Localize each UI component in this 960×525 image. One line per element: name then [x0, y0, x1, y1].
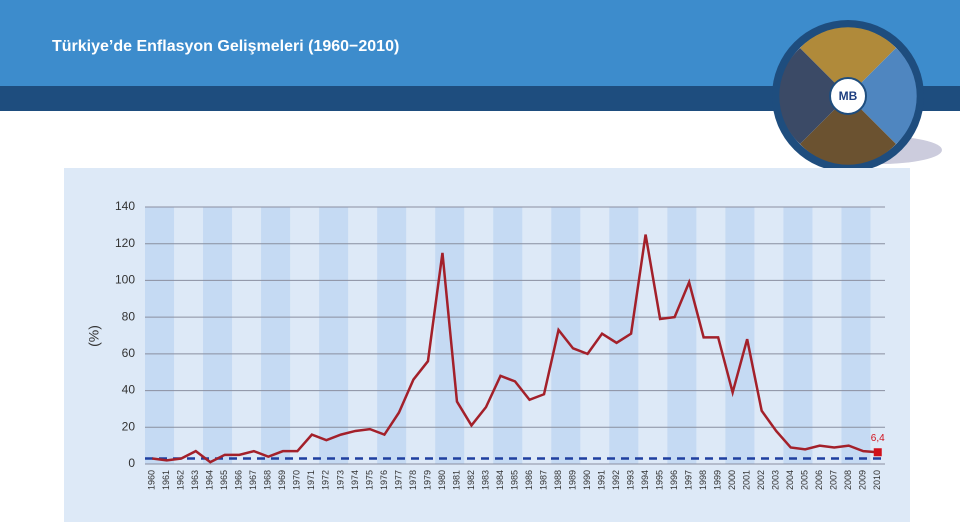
column-stripe: [667, 207, 696, 464]
x-tick-label: 1965: [219, 470, 229, 490]
x-tick-label: 1972: [321, 470, 331, 490]
chart-panel: [64, 168, 910, 522]
y-tick-label: 80: [122, 309, 136, 323]
y-tick-label: 60: [122, 346, 136, 360]
chart: Türkiye’de Enflasyon Gelişmeleri (1960−2…: [0, 0, 960, 525]
x-tick-label: 1962: [176, 470, 186, 490]
y-tick-label: 120: [115, 236, 135, 250]
column-stripe: [319, 207, 348, 464]
x-tick-label: 1974: [350, 470, 360, 490]
x-tick-label: 1964: [205, 470, 215, 490]
x-tick-label: 1988: [553, 470, 563, 490]
x-tick-label: 1984: [495, 470, 505, 490]
x-tick-label: 1961: [161, 470, 171, 490]
x-tick-label: 1973: [335, 470, 345, 490]
slide-title: Türkiye’de Enflasyon Gelişmeleri (1960−2…: [52, 38, 399, 55]
x-tick-label: 1975: [364, 470, 374, 490]
y-tick-label: 20: [122, 419, 136, 433]
logo-text: MB: [839, 89, 858, 103]
x-tick-label: 2010: [872, 470, 882, 490]
x-tick-label: 1990: [582, 470, 592, 490]
x-tick-label: 1967: [248, 470, 258, 490]
x-tick-label: 1960: [147, 470, 157, 490]
x-tick-label: 1976: [379, 470, 389, 490]
x-tick-label: 1989: [567, 470, 577, 490]
x-tick-label: 1991: [596, 470, 606, 490]
y-axis-label: (%): [86, 325, 102, 347]
x-tick-label: 1980: [437, 470, 447, 490]
y-tick-label: 0: [128, 456, 135, 470]
x-tick-label: 1981: [451, 470, 461, 490]
x-tick-label: 2009: [858, 470, 868, 490]
x-tick-label: 2005: [800, 470, 810, 490]
x-tick-label: 1992: [611, 470, 621, 490]
x-tick-label: 1986: [524, 470, 534, 490]
x-tick-label: 1996: [669, 470, 679, 490]
x-tick-label: 2000: [727, 470, 737, 490]
y-tick-label: 100: [115, 273, 135, 287]
x-tick-label: 1978: [408, 470, 418, 490]
x-tick-label: 1963: [190, 470, 200, 490]
x-tick-label: 1985: [509, 470, 519, 490]
x-tick-label: 1968: [263, 470, 273, 490]
column-stripe: [261, 207, 290, 464]
column-stripe: [783, 207, 812, 464]
x-tick-label: 1994: [640, 470, 650, 490]
x-tick-label: 1999: [713, 470, 723, 490]
x-tick-label: 2001: [742, 470, 752, 490]
x-tick-label: 1998: [698, 470, 708, 490]
x-tick-label: 1969: [277, 470, 287, 490]
x-tick-label: 1993: [625, 470, 635, 490]
x-tick-label: 1995: [654, 470, 664, 490]
x-tick-label: 1997: [683, 470, 693, 490]
x-tick-label: 2003: [771, 470, 781, 490]
x-tick-label: 1983: [480, 470, 490, 490]
column-stripe: [725, 207, 754, 464]
x-tick-label: 2004: [785, 470, 795, 490]
x-tick-label: 1979: [422, 470, 432, 490]
x-tick-label: 1971: [306, 470, 316, 490]
y-tick-label: 140: [115, 199, 135, 213]
x-tick-label: 1982: [466, 470, 476, 490]
y-tick-label: 40: [122, 383, 136, 397]
column-stripe: [203, 207, 232, 464]
x-tick-label: 1977: [393, 470, 403, 490]
column-stripe: [551, 207, 580, 464]
x-tick-label: 1987: [538, 470, 548, 490]
x-tick-label: 2007: [829, 470, 839, 490]
column-stripe: [493, 207, 522, 464]
value-label: 6,4: [871, 433, 885, 444]
x-tick-label: 2006: [814, 470, 824, 490]
x-tick-label: 1970: [292, 470, 302, 490]
x-tick-label: 1966: [234, 470, 244, 490]
x-tick-label: 2002: [756, 470, 766, 490]
x-tick-label: 2008: [843, 470, 853, 490]
column-stripe: [841, 207, 870, 464]
point-marker: [874, 448, 882, 456]
column-stripe: [145, 207, 174, 464]
slide: Türkiye’de Enflasyon Gelişmeleri (1960−2…: [0, 0, 960, 525]
column-stripe: [609, 207, 638, 464]
